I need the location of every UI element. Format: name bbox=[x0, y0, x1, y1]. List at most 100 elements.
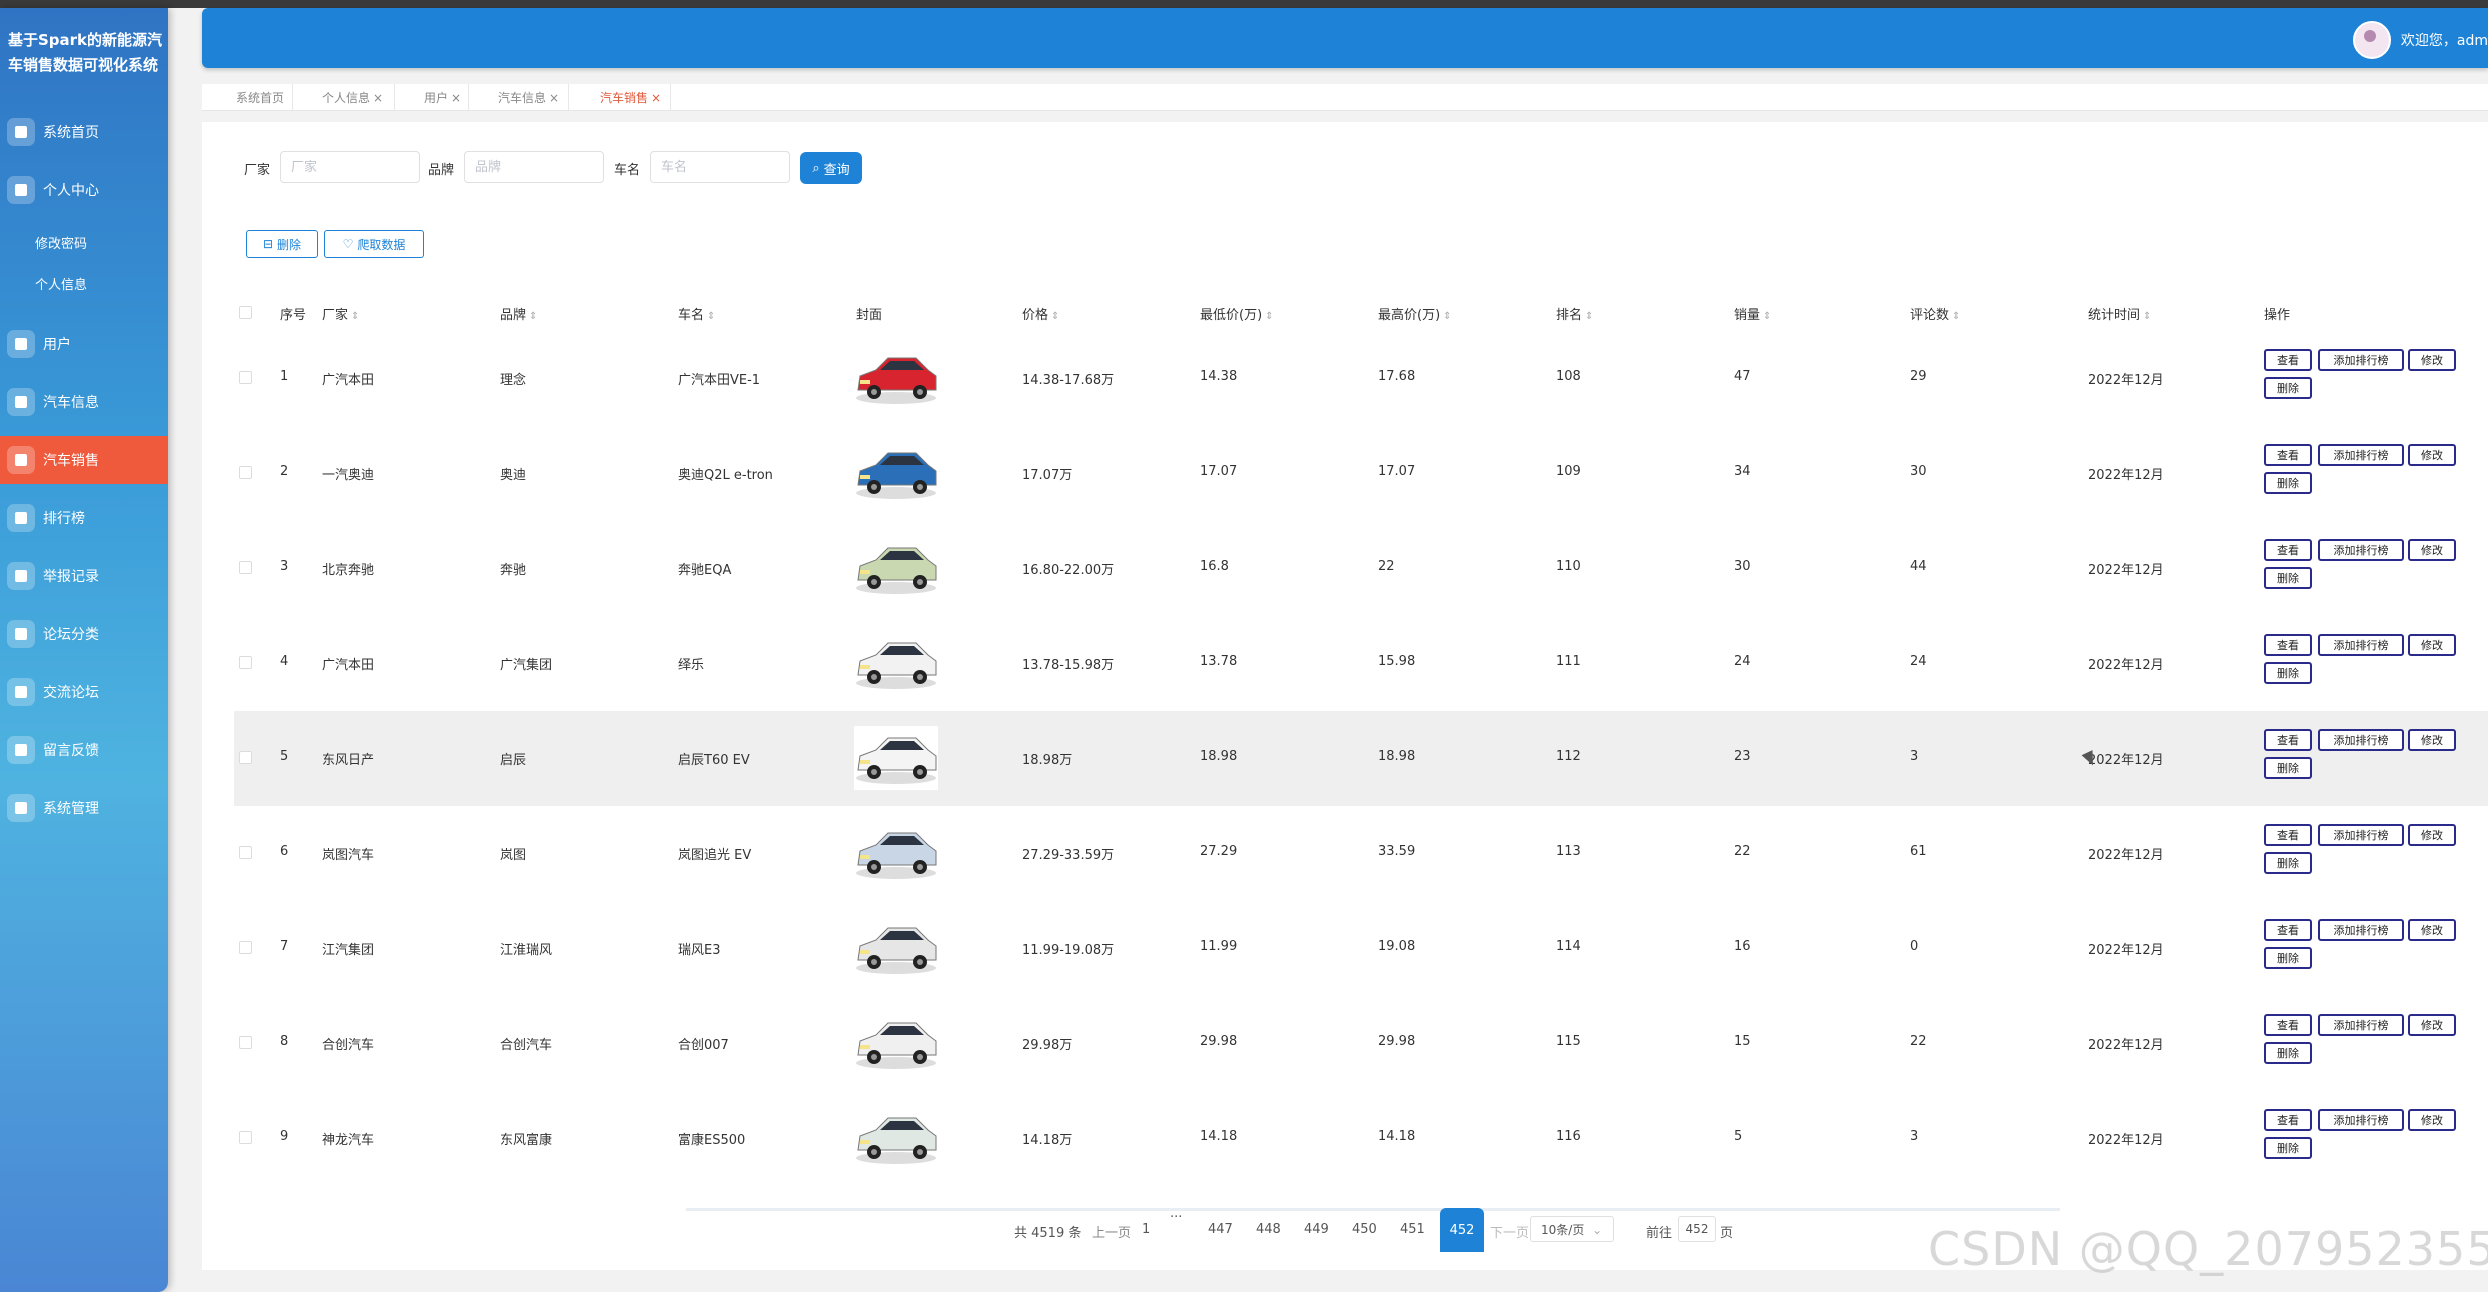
edit-button[interactable]: 修改 bbox=[2408, 349, 2456, 371]
car-cover-image[interactable] bbox=[854, 536, 938, 600]
add-rank-button[interactable]: 添加排行榜 bbox=[2318, 1109, 2404, 1131]
row-checkbox[interactable] bbox=[239, 466, 252, 479]
row-checkbox[interactable] bbox=[239, 656, 252, 669]
user-welcome[interactable]: 欢迎您，adm bbox=[2352, 21, 2488, 59]
col-max-price[interactable]: 最高价(万) ⇕ bbox=[1378, 304, 1452, 323]
table-row[interactable] bbox=[234, 711, 2488, 806]
carname-input[interactable] bbox=[650, 151, 790, 183]
col-comments[interactable]: 评论数 ⇕ bbox=[1910, 304, 1960, 323]
col-name[interactable]: 车名 ⇕ bbox=[678, 304, 715, 323]
add-rank-button[interactable]: 添加排行榜 bbox=[2318, 824, 2404, 846]
add-rank-button[interactable]: 添加排行榜 bbox=[2318, 444, 2404, 466]
view-button[interactable]: 查看 bbox=[2264, 444, 2312, 466]
car-cover-image[interactable] bbox=[854, 441, 938, 505]
close-icon[interactable]: × bbox=[373, 91, 384, 105]
page-448[interactable]: 448 bbox=[1256, 1222, 1281, 1237]
car-cover-image[interactable] bbox=[854, 346, 938, 410]
car-cover-image[interactable] bbox=[854, 631, 938, 695]
sidebar-item-5[interactable]: 排行榜 bbox=[0, 494, 168, 542]
delete-button[interactable]: 删除 bbox=[2264, 567, 2312, 589]
view-button[interactable]: 查看 bbox=[2264, 824, 2312, 846]
page-449[interactable]: 449 bbox=[1304, 1222, 1329, 1237]
sidebar-item-4[interactable]: 汽车销售 bbox=[0, 436, 168, 484]
car-cover-image[interactable] bbox=[854, 916, 938, 980]
view-button[interactable]: 查看 bbox=[2264, 539, 2312, 561]
col-manufacturer[interactable]: 厂家 ⇕ bbox=[322, 304, 359, 323]
page-size-select[interactable]: 10条/页 ⌄ bbox=[1530, 1216, 1614, 1242]
row-checkbox[interactable] bbox=[239, 561, 252, 574]
sidebar-item-2[interactable]: 用户 bbox=[0, 320, 168, 368]
col-sales[interactable]: 销量 ⇕ bbox=[1734, 304, 1771, 323]
delete-button[interactable]: 删除 bbox=[2264, 1042, 2312, 1064]
row-checkbox[interactable] bbox=[239, 371, 252, 384]
batch-delete-button[interactable]: ⊟ 删除 bbox=[246, 230, 318, 258]
page-ellipsis[interactable]: ··· bbox=[1170, 1210, 1183, 1225]
edit-button[interactable]: 修改 bbox=[2408, 444, 2456, 466]
tab-3[interactable]: 汽车信息 × bbox=[498, 89, 559, 106]
car-cover-image[interactable] bbox=[854, 726, 938, 790]
delete-button[interactable]: 删除 bbox=[2264, 852, 2312, 874]
edit-button[interactable]: 修改 bbox=[2408, 634, 2456, 656]
delete-button[interactable]: 删除 bbox=[2264, 472, 2312, 494]
row-checkbox[interactable] bbox=[239, 1036, 252, 1049]
page-451[interactable]: 451 bbox=[1400, 1222, 1425, 1237]
sidebar-item-7[interactable]: 论坛分类 bbox=[0, 610, 168, 658]
view-button[interactable]: 查看 bbox=[2264, 634, 2312, 656]
col-brand[interactable]: 品牌 ⇕ bbox=[500, 304, 537, 323]
col-price[interactable]: 价格 ⇕ bbox=[1022, 304, 1059, 323]
row-checkbox[interactable] bbox=[239, 941, 252, 954]
close-icon[interactable]: × bbox=[451, 91, 462, 105]
brand-input[interactable] bbox=[464, 151, 604, 183]
row-checkbox[interactable] bbox=[239, 846, 252, 859]
close-icon[interactable]: × bbox=[549, 91, 560, 105]
prev-page-button[interactable]: 上一页 bbox=[1092, 1226, 1132, 1241]
add-rank-button[interactable]: 添加排行榜 bbox=[2318, 1014, 2404, 1036]
car-cover-image[interactable] bbox=[854, 1011, 938, 1075]
add-rank-button[interactable]: 添加排行榜 bbox=[2318, 539, 2404, 561]
page-447[interactable]: 447 bbox=[1208, 1222, 1233, 1237]
row-checkbox[interactable] bbox=[239, 751, 252, 764]
add-rank-button[interactable]: 添加排行榜 bbox=[2318, 919, 2404, 941]
delete-button[interactable]: 删除 bbox=[2264, 377, 2312, 399]
edit-button[interactable]: 修改 bbox=[2408, 539, 2456, 561]
page-current[interactable]: 452 bbox=[1440, 1208, 1484, 1252]
sidebar-item-3[interactable]: 汽车信息 bbox=[0, 378, 168, 426]
page-450[interactable]: 450 bbox=[1352, 1222, 1377, 1237]
add-rank-button[interactable]: 添加排行榜 bbox=[2318, 729, 2404, 751]
tab-4[interactable]: 汽车销售 × bbox=[600, 89, 661, 106]
tab-2[interactable]: 用户 × bbox=[424, 89, 461, 106]
crawl-data-button[interactable]: ♡ 爬取数据 bbox=[324, 230, 424, 258]
add-rank-button[interactable]: 添加排行榜 bbox=[2318, 349, 2404, 371]
next-page-button[interactable]: 下一页 bbox=[1490, 1226, 1530, 1241]
avatar[interactable] bbox=[2352, 21, 2391, 59]
sidebar-item-6[interactable]: 举报记录 bbox=[0, 552, 168, 600]
delete-button[interactable]: 删除 bbox=[2264, 947, 2312, 969]
sidebar-item-1[interactable]: 个人中心 bbox=[0, 166, 168, 214]
close-icon[interactable]: × bbox=[651, 91, 662, 105]
view-button[interactable]: 查看 bbox=[2264, 729, 2312, 751]
edit-button[interactable]: 修改 bbox=[2408, 1014, 2456, 1036]
sidebar-item-8[interactable]: 交流论坛 bbox=[0, 668, 168, 716]
sidebar-item-9[interactable]: 留言反馈 bbox=[0, 726, 168, 774]
col-min-price[interactable]: 最低价(万) ⇕ bbox=[1200, 304, 1274, 323]
page-first[interactable]: 1 bbox=[1142, 1222, 1151, 1237]
view-button[interactable]: 查看 bbox=[2264, 1109, 2312, 1131]
delete-button[interactable]: 删除 bbox=[2264, 1137, 2312, 1159]
edit-button[interactable]: 修改 bbox=[2408, 919, 2456, 941]
manufacturer-input[interactable] bbox=[280, 151, 420, 183]
sidebar-subitem-profile[interactable]: 个人信息 bbox=[35, 278, 88, 293]
view-button[interactable]: 查看 bbox=[2264, 349, 2312, 371]
col-time[interactable]: 统计时间 ⇕ bbox=[2088, 304, 2151, 323]
delete-button[interactable]: 删除 bbox=[2264, 662, 2312, 684]
car-cover-image[interactable] bbox=[854, 821, 938, 885]
col-rank[interactable]: 排名 ⇕ bbox=[1556, 304, 1593, 323]
add-rank-button[interactable]: 添加排行榜 bbox=[2318, 634, 2404, 656]
tab-1[interactable]: 个人信息 × bbox=[322, 89, 383, 106]
sidebar-item-0[interactable]: 系统首页 bbox=[0, 108, 168, 156]
sidebar-item-10[interactable]: 系统管理 bbox=[0, 784, 168, 832]
view-button[interactable]: 查看 bbox=[2264, 919, 2312, 941]
edit-button[interactable]: 修改 bbox=[2408, 729, 2456, 751]
row-checkbox[interactable] bbox=[239, 1131, 252, 1144]
sidebar-subitem-change-password[interactable]: 修改密码 bbox=[35, 237, 88, 252]
edit-button[interactable]: 修改 bbox=[2408, 1109, 2456, 1131]
